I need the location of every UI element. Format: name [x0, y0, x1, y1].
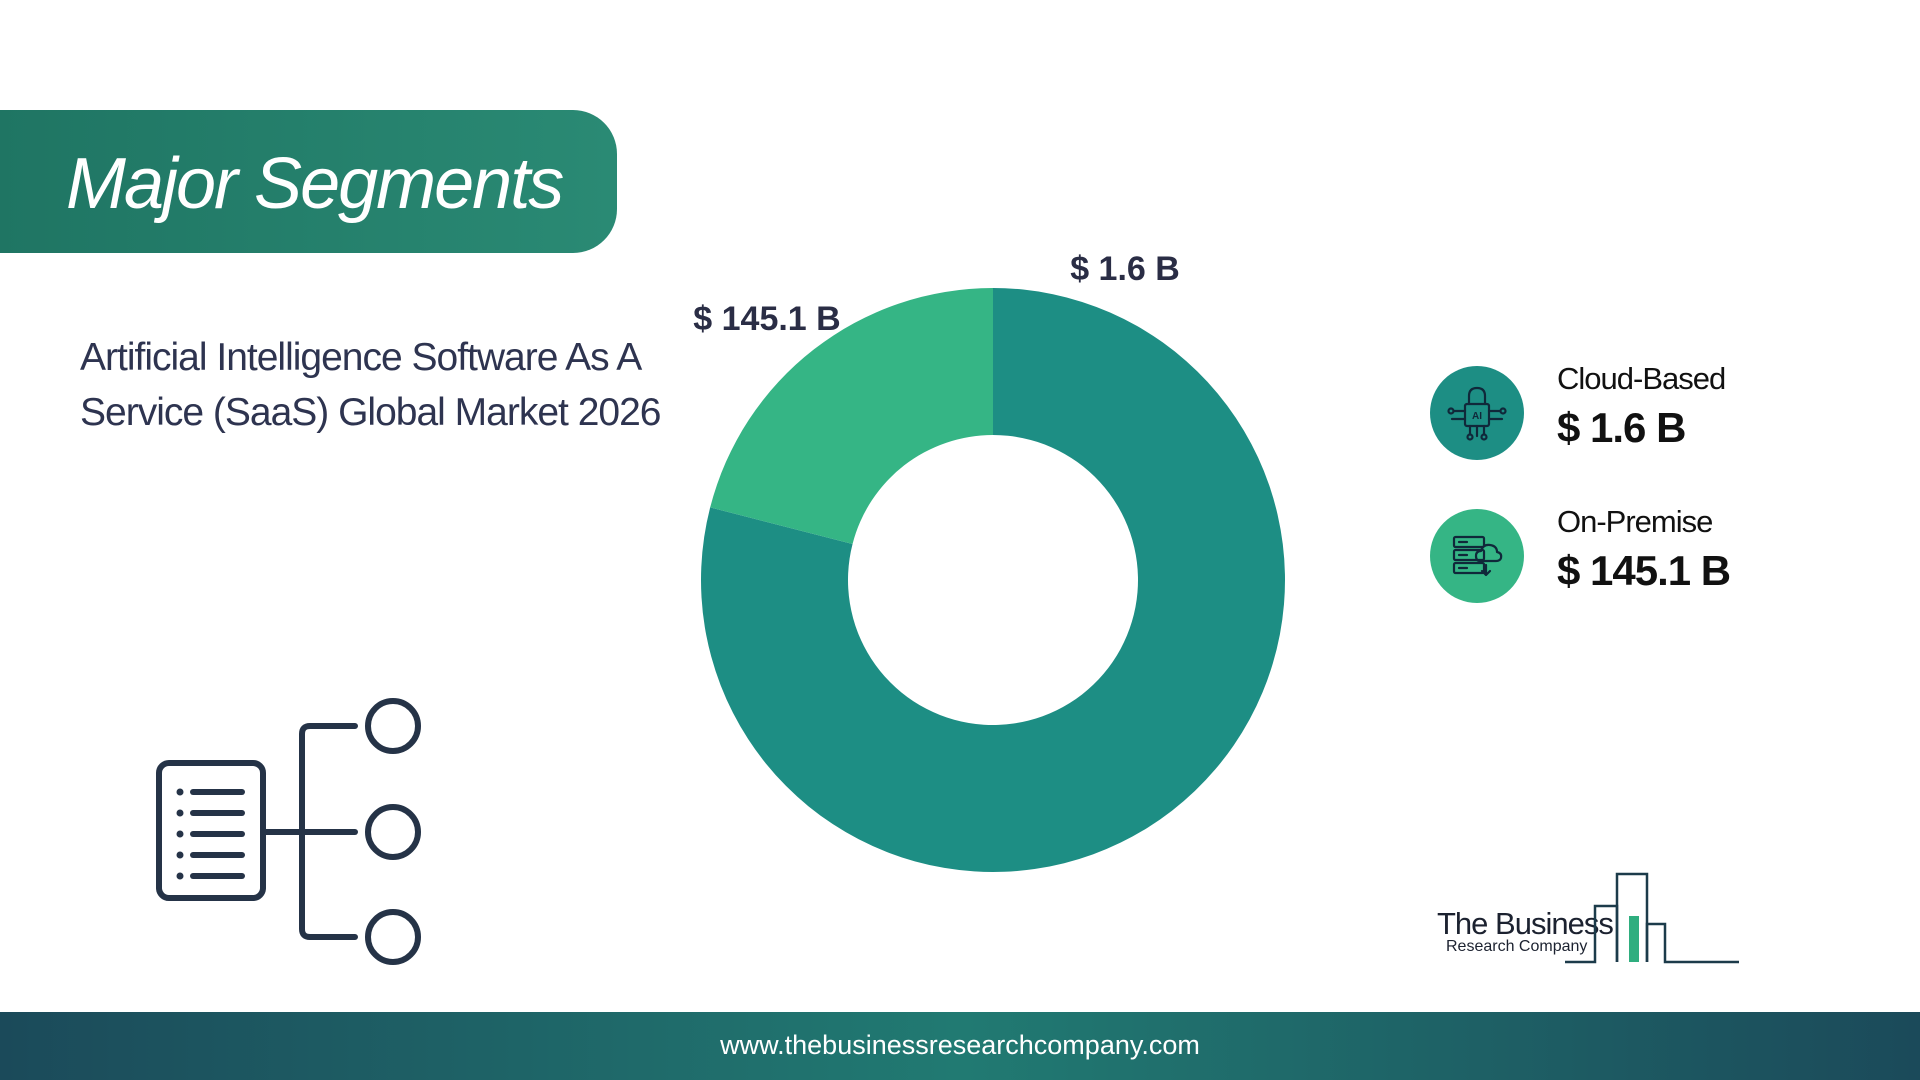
legend-item-cloud-based: AI Cloud-Based $ 1.6 B	[1430, 358, 1790, 501]
svg-text:AI: AI	[1472, 411, 1482, 422]
legend-value: $ 145.1 B	[1557, 547, 1731, 594]
footer-url: www.thebusinessresearchcompany.com	[720, 1030, 1200, 1060]
donut-data-label: $ 1.6 B	[1070, 250, 1180, 288]
company-logo: The Business Research Company	[1430, 868, 1745, 964]
legend-value: $ 1.6 B	[1557, 404, 1686, 451]
donut-slice-on-premise	[710, 288, 993, 544]
legend-item-on-premise: On-Premise $ 145.1 B	[1430, 501, 1790, 644]
server-cloud-icon	[1430, 509, 1524, 603]
legend: AI Cloud-Based $ 1.6 B	[1430, 358, 1790, 644]
ai-chip-lock-icon: AI	[1430, 366, 1524, 460]
logo-buildings-icon	[1565, 872, 1739, 964]
donut-slice-cloud-based	[700, 288, 1285, 873]
segments-tree-icon	[150, 695, 430, 970]
legend-label: Cloud-Based	[1557, 361, 1726, 396]
market-subtitle: Artificial Intelligence Software As A Se…	[80, 336, 661, 434]
logo-text-line2: Research Company	[1446, 938, 1588, 955]
title-banner: Major Segments	[0, 110, 617, 253]
footer-bar: www.thebusinessresearchcompany.com	[0, 1012, 1920, 1080]
logo-text-line1: The Business	[1437, 906, 1614, 941]
donut-data-label: $ 145.1 B	[693, 300, 840, 338]
page-title: Major Segments	[66, 144, 564, 224]
legend-label: On-Premise	[1557, 504, 1713, 539]
